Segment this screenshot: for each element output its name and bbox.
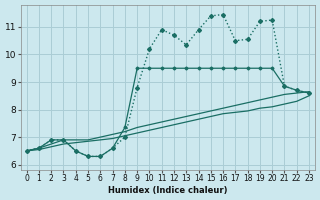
- X-axis label: Humidex (Indice chaleur): Humidex (Indice chaleur): [108, 186, 228, 195]
